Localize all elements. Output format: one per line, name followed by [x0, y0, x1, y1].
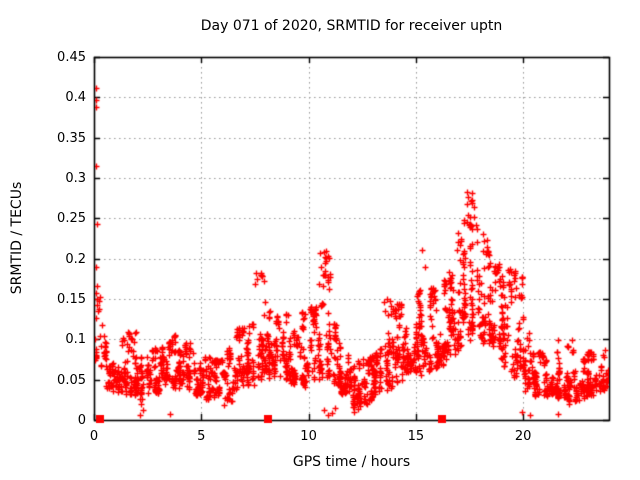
- y-tick-label: 0: [77, 413, 86, 428]
- y-tick-label: 0.25: [57, 211, 86, 227]
- x-tick-label: 20: [514, 429, 532, 444]
- y-tick-label: 0.35: [57, 130, 86, 146]
- chart-title: Day 071 of 2020, SRMTID for receiver upt…: [200, 18, 503, 34]
- y-tick-label: 0.4: [65, 90, 86, 106]
- y-axis-label: SRMTID / TECUs: [9, 181, 25, 295]
- x-tick-label: 10: [300, 429, 317, 444]
- y-tick-label: 0.3: [65, 171, 86, 186]
- x-tick-label: 15: [407, 429, 425, 444]
- x-axis-label: GPS time / hours: [292, 454, 411, 470]
- x-tick-label: 5: [197, 429, 206, 444]
- y-tick-label: 0.15: [57, 292, 86, 307]
- y-tick-label: 0.45: [57, 50, 86, 65]
- y-tick-label: 0.05: [57, 372, 86, 388]
- x-tick-label: 0: [89, 429, 99, 444]
- y-tick-label: 0.2: [65, 251, 86, 267]
- y-tick-label: 0.1: [65, 332, 86, 348]
